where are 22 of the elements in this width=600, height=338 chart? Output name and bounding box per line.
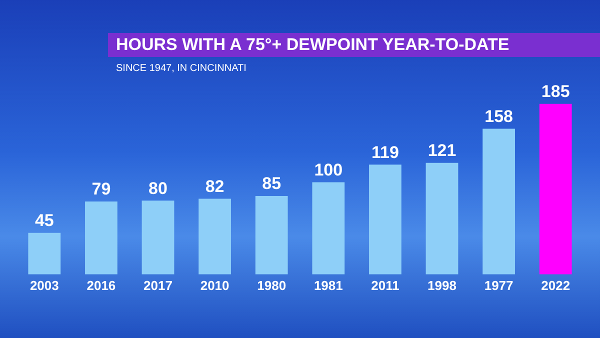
data-label: 85 xyxy=(262,174,282,194)
data-label: 79 xyxy=(92,180,111,199)
x-tick-label: 2011 xyxy=(371,278,400,293)
chart-subtitle: SINCE 1947, IN CINCINNATI xyxy=(116,63,246,74)
x-tick-label: 1980 xyxy=(257,278,286,293)
x-tick-label: 2022 xyxy=(541,278,570,293)
x-tick-label: 2010 xyxy=(200,278,230,293)
x-tick-label: 2017 xyxy=(144,278,172,293)
data-label: 185 xyxy=(541,82,570,102)
data-label: 158 xyxy=(484,106,513,126)
x-tick-label: 2016 xyxy=(86,278,116,293)
data-label: 80 xyxy=(148,178,168,198)
chart-title: HOURS WITH A 75°+ DEWPOINT YEAR-TO-DATE xyxy=(108,33,600,57)
x-tick-label: 2003 xyxy=(30,278,59,293)
x-tick-label: 1981 xyxy=(314,278,343,293)
data-label: 82 xyxy=(205,176,224,196)
x-tick-label: 1998 xyxy=(428,278,456,293)
data-label: 121 xyxy=(428,141,456,160)
x-tick-label: 1977 xyxy=(484,278,514,293)
data-label: 119 xyxy=(371,142,399,162)
data-label: 45 xyxy=(34,211,54,230)
data-label: 100 xyxy=(314,160,343,180)
